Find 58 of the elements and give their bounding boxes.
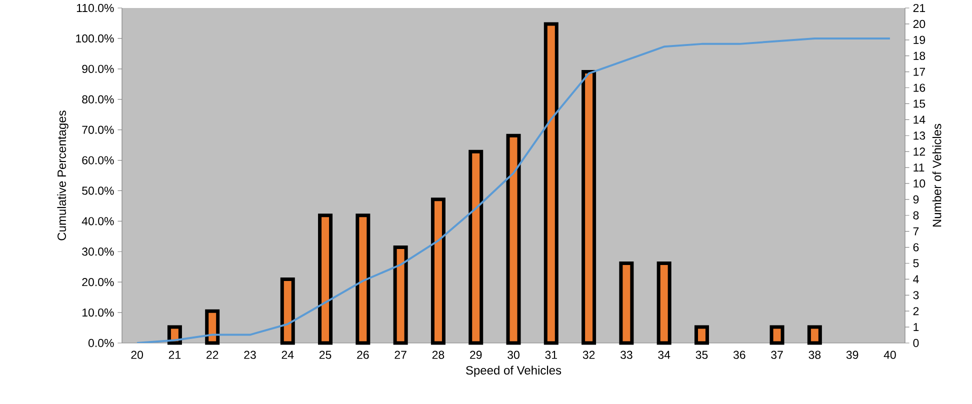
y2-tick-label: 4	[913, 275, 919, 284]
y-tick-label: 10.0%	[82, 308, 114, 317]
y2-tick-label: 11	[914, 164, 924, 172]
y-tick-label: 50.0%	[82, 186, 114, 195]
y2-tick-label: 0	[913, 338, 919, 348]
y2-tick-label: 9	[913, 195, 919, 204]
y-tick-label: 0.0%	[88, 338, 114, 348]
x-tick-label: 34	[658, 350, 670, 359]
x-tick-label: 21	[168, 350, 181, 359]
x-tick-label: 25	[319, 350, 332, 359]
y2-tick-label: 10	[914, 179, 926, 188]
y2-tick-label: 5	[913, 259, 919, 268]
x-tick-label: 35	[696, 350, 708, 359]
y2-tick-label: 1	[914, 323, 919, 332]
y-tick-label: 20.0%	[82, 278, 114, 286]
x-tick-label: 31	[545, 350, 557, 359]
x-tick-label: 22	[206, 350, 218, 359]
y-axis-title: Cumulative Percentages	[57, 110, 68, 240]
y2-tick-label: 12	[914, 148, 925, 156]
y-tick-label: 110.0%	[76, 4, 114, 12]
y2-axis-title: Number of Vehicles	[932, 124, 942, 227]
x-tick-label: 30	[508, 350, 520, 359]
y2-tick-label: 7	[913, 227, 919, 236]
y2-tick-label: 20	[913, 20, 926, 28]
y-tick-label: 40.0%	[82, 217, 114, 226]
y-tick-label: 60.0%	[82, 156, 114, 164]
y2-tick-label: 6	[913, 243, 919, 252]
y2-tick-label: 18	[914, 52, 926, 60]
y2-tick-label: 17	[914, 68, 925, 76]
x-tick-label: 27	[394, 350, 406, 359]
x-tick-label: 23	[244, 350, 256, 359]
x-tick-label: 29	[470, 350, 482, 359]
y2-tick-label: 14	[914, 116, 926, 124]
y2-tick-label: 13	[914, 132, 926, 140]
x-tick-label: 39	[846, 350, 858, 359]
x-tick-label: 38	[808, 350, 821, 359]
x-tick-label: 40	[884, 350, 896, 359]
x-tick-label: 20	[131, 350, 144, 359]
x-tick-label: 28	[432, 350, 444, 359]
y-tick-label: 80.0%	[82, 95, 114, 104]
y2-tick-label: 19	[914, 36, 926, 44]
x-tick-label: 36	[733, 350, 746, 359]
x-tick-label: 32	[582, 350, 595, 359]
y-tick-label: 30.0%	[82, 248, 114, 256]
y2-tick-label: 16	[914, 84, 926, 92]
y2-tick-label: 2	[913, 307, 919, 316]
y-tick-label: 90.0%	[82, 64, 114, 73]
y2-tick-label: 15	[914, 100, 926, 108]
y2-tick-label: 8	[913, 211, 919, 220]
y-tick-label: 70.0%	[82, 126, 114, 134]
x-tick-label: 37	[771, 350, 783, 359]
x-tick-label: 24	[282, 350, 294, 359]
y2-tick-label: 3	[913, 291, 919, 300]
y2-tick-label: 21	[913, 4, 926, 12]
y-tick-label: 100.0%	[76, 34, 114, 43]
x-tick-label: 33	[620, 350, 632, 359]
x-axis-title: Speed of Vehicles	[466, 366, 562, 377]
x-tick-label: 26	[357, 350, 369, 359]
